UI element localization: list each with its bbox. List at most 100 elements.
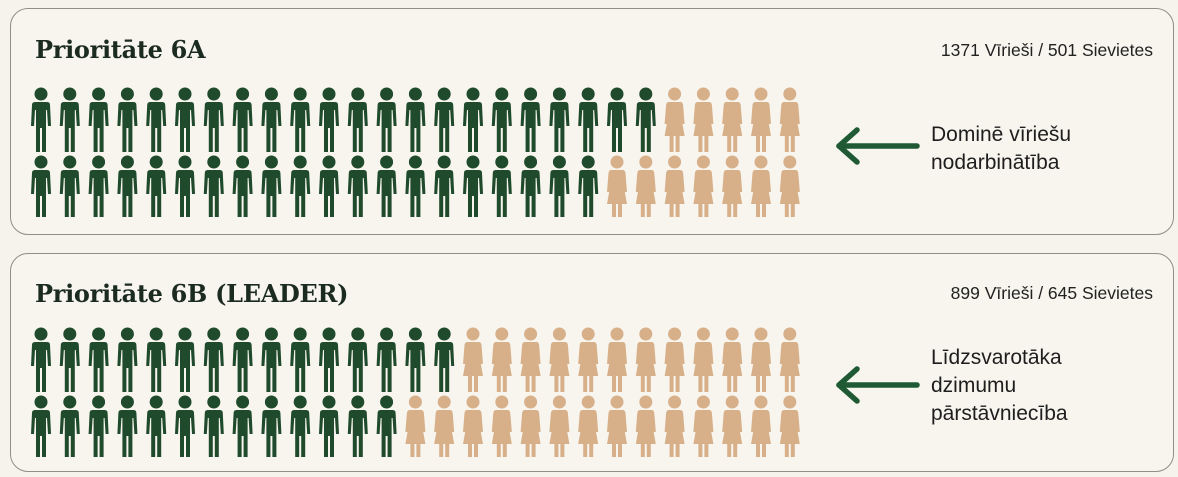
arrow-left-icon [836,366,920,404]
male-figure-icon [434,327,455,392]
female-figure-icon [491,395,512,457]
male-figure-icon [520,155,541,217]
female-figure-icon [578,327,599,392]
male-figure-icon [376,327,397,392]
female-figure-icon [491,327,512,392]
female-figure-icon [751,395,771,457]
male-figure-icon [175,87,195,152]
male-figure-icon [88,395,109,457]
male-figure-icon [59,155,80,217]
female-figure-icon [693,87,714,152]
male-figure-icon [607,87,627,152]
female-figure-icon [664,395,685,457]
male-figure-icon [549,87,570,152]
gender-counts: 1371 Vīrieši / 501 Sievietes [940,40,1153,60]
male-figure-icon [146,87,167,152]
annotation-text: Dominē vīriešu nodarbinātība [931,121,1071,177]
female-figure-icon [664,87,685,152]
male-figure-icon [376,395,397,457]
male-figure-icon [347,395,368,457]
male-figure-icon [434,155,455,217]
male-figure-icon [405,155,426,217]
male-figure-icon [232,395,253,457]
female-figure-icon [751,155,771,217]
panel-title: Prioritāte 6A [35,35,206,64]
male-figure-icon [319,327,339,392]
male-figure-icon [261,327,282,392]
priority-6a-panel: Prioritāte 6A 1371 Vīrieši / 501 Sieviet… [10,8,1174,235]
male-figure-icon [117,395,138,457]
male-figure-icon [88,327,109,392]
male-figure-icon [491,155,512,217]
female-figure-icon [693,327,714,392]
male-figure-icon [319,395,339,457]
male-figure-icon [146,327,167,392]
priority-6b-panel: Prioritāte 6B (LEADER) 899 Vīrieši / 645… [10,253,1174,472]
male-figure-icon [434,87,455,152]
male-figure-icon [59,327,80,392]
male-figure-icon [203,327,224,392]
female-figure-icon [635,155,656,217]
annotation-text: Līdzsvarotāka dzimumu pārstāvniecība [931,344,1068,428]
pictogram-grid [31,327,800,457]
male-figure-icon [59,395,80,457]
female-figure-icon [722,155,743,217]
male-figure-icon [319,155,339,217]
male-figure-icon [31,395,51,457]
female-figure-icon [722,395,743,457]
female-figure-icon [664,327,685,392]
male-figure-icon [59,87,80,152]
female-figure-icon [635,327,656,392]
female-figure-icon [722,87,743,152]
female-figure-icon [549,395,570,457]
male-figure-icon [175,395,195,457]
female-figure-icon [607,155,627,217]
male-figure-icon [232,327,253,392]
male-figure-icon [347,87,368,152]
female-figure-icon [578,395,599,457]
male-figure-icon [203,155,224,217]
male-figure-icon [261,395,282,457]
female-figure-icon [520,327,541,392]
male-figure-icon [290,87,311,152]
female-figure-icon [751,87,771,152]
male-figure-icon [549,155,570,217]
male-figure-icon [578,155,599,217]
male-figure-icon [117,155,138,217]
female-figure-icon [520,395,541,457]
female-figure-icon [751,327,771,392]
female-figure-icon [607,327,627,392]
female-figure-icon [779,87,800,152]
female-figure-icon [463,395,483,457]
female-figure-icon [779,395,800,457]
male-figure-icon [376,87,397,152]
female-figure-icon [779,155,800,217]
male-figure-icon [261,87,282,152]
male-figure-icon [520,87,541,152]
male-figure-icon [232,155,253,217]
male-figure-icon [203,87,224,152]
male-figure-icon [290,327,311,392]
male-figure-icon [232,87,253,152]
male-figure-icon [261,155,282,217]
male-figure-icon [578,87,599,152]
male-figure-icon [635,87,656,152]
female-figure-icon [635,395,656,457]
pictogram-grid [31,87,800,217]
male-figure-icon [117,327,138,392]
male-figure-icon [319,87,339,152]
male-figure-icon [376,155,397,217]
male-figure-icon [31,87,51,152]
male-figure-icon [146,155,167,217]
female-figure-icon [607,395,627,457]
female-figure-icon [693,155,714,217]
female-figure-icon [434,395,455,457]
male-figure-icon [290,155,311,217]
male-figure-icon [88,155,109,217]
gender-counts: 899 Vīrieši / 645 Sievietes [950,283,1153,303]
arrow-left-icon [836,127,920,165]
annotation-line: Dominē vīriešu [931,123,1072,146]
male-figure-icon [405,327,426,392]
female-figure-icon [405,395,426,457]
female-figure-icon [549,327,570,392]
